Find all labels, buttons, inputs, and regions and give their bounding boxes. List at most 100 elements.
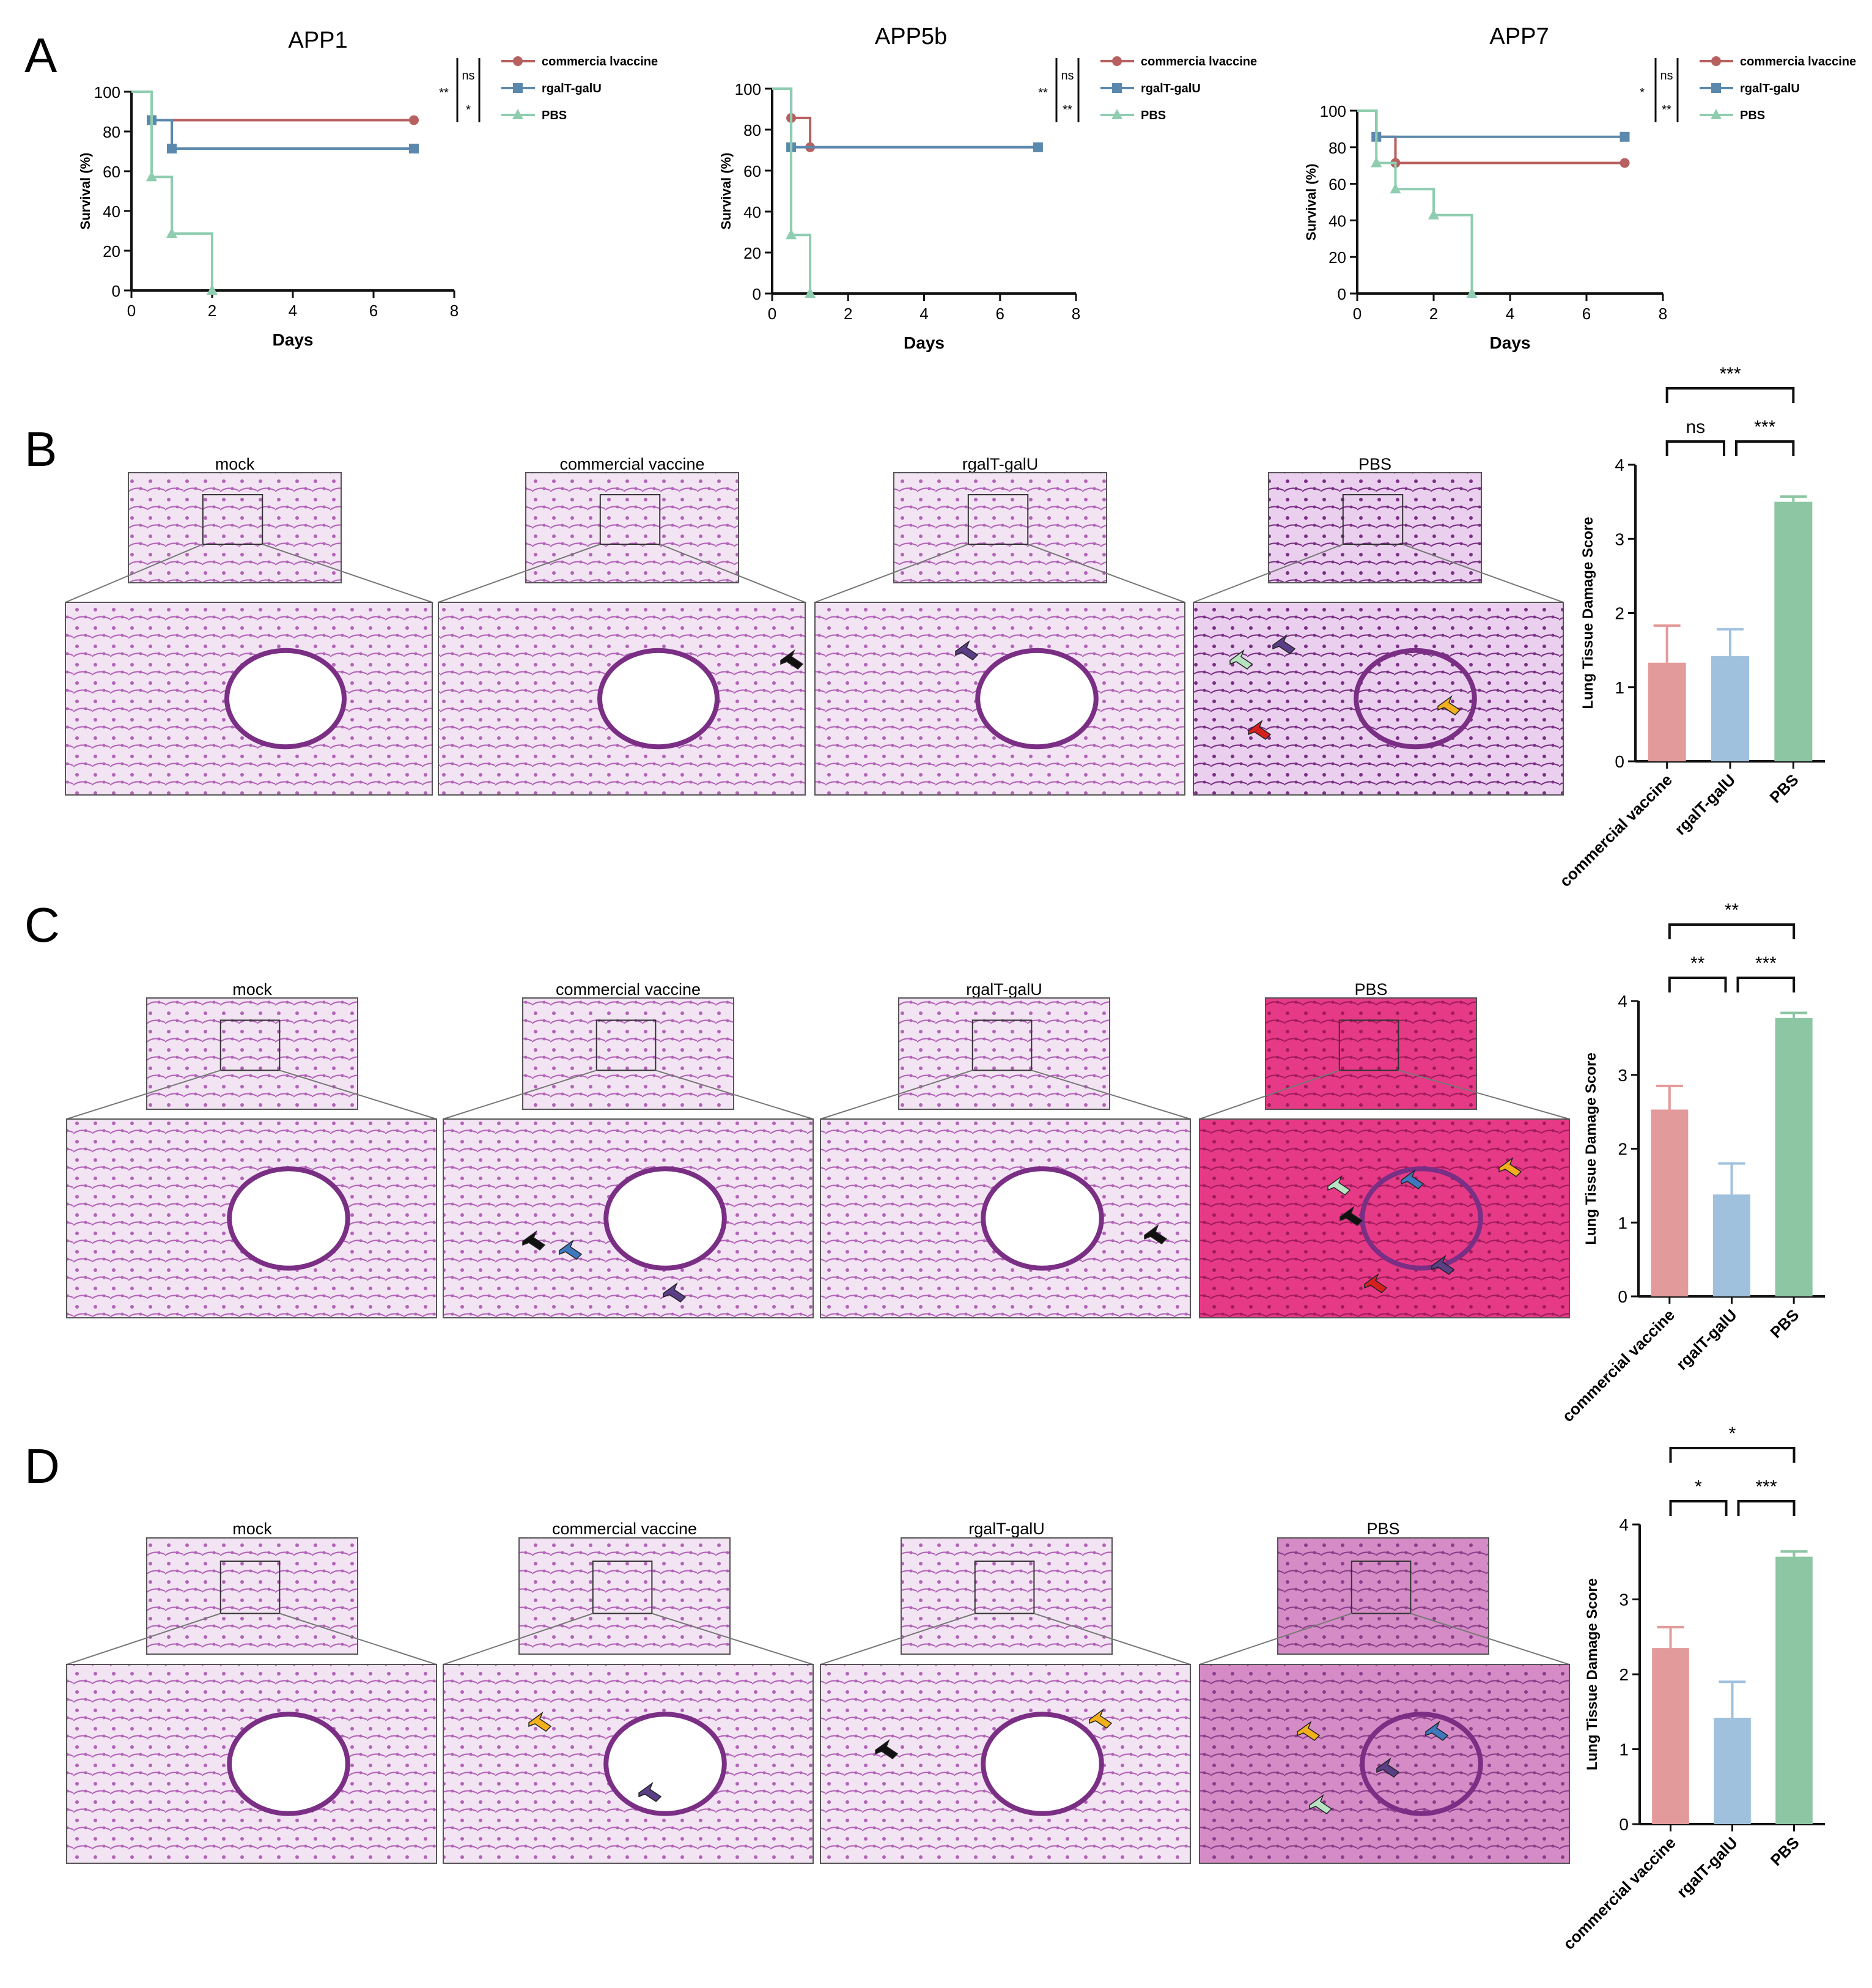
y-tick-label: 100 — [735, 80, 761, 98]
panel-label-a: A — [24, 28, 57, 83]
y-tick-label: 0 — [753, 285, 761, 303]
lesion-arrow — [1089, 1708, 1113, 1729]
legend-label: rgalT-galU — [542, 82, 602, 95]
y-axis-label: Lung Tissue Damage Score — [1584, 1578, 1601, 1770]
lesion-arrow — [559, 1239, 583, 1260]
x-tick-label: PBS — [1766, 770, 1802, 807]
lesion-arrow — [1327, 1175, 1351, 1195]
zoom-connector — [1199, 1613, 1352, 1665]
histology-title: PBS — [1358, 455, 1391, 473]
zoom-connector — [1031, 1070, 1191, 1120]
lesion-arrow — [638, 1781, 662, 1802]
series-line-3 — [131, 91, 213, 290]
comparison-bracket — [1665, 440, 1725, 456]
histology-b-1: mock — [65, 455, 433, 796]
histology-title: PBS — [1366, 1520, 1399, 1538]
comparison-bracket — [1736, 977, 1796, 992]
series-line-2 — [772, 87, 1038, 149]
data-point — [409, 115, 419, 125]
overview-micrograph — [128, 472, 342, 583]
legend-label: rgalT-galU — [1141, 82, 1201, 95]
airway-lumen — [981, 1712, 1104, 1816]
zoom-connector — [820, 1613, 976, 1665]
zoom-connector — [655, 1070, 814, 1120]
series-line-3 — [772, 87, 812, 294]
data-point — [167, 143, 177, 153]
x-tick-label: 6 — [1582, 305, 1591, 323]
y-tick-label: 0 — [1615, 752, 1624, 771]
comparison-bracket — [1669, 1500, 1728, 1516]
lesion-arrow — [1431, 1254, 1455, 1275]
x-tick-label: rgalT-galU — [1671, 770, 1739, 838]
sig-label: * — [466, 103, 471, 117]
sig-label: ns — [1061, 69, 1074, 83]
y-tick-label: 100 — [94, 83, 120, 102]
x-tick-label: commercial vaccine — [1560, 1833, 1679, 1953]
comparison-label: ** — [1725, 900, 1739, 920]
overview-micrograph — [522, 997, 734, 1110]
survival-chart-3: APP7 0 20 40 60 80 100 0 2 4 6 8 Days Survival (%) * ns… — [1303, 24, 1856, 352]
histology-title: commercial vaccine — [556, 980, 701, 999]
x-axis-label: Days — [273, 330, 314, 349]
x-tick-label: 0 — [1353, 305, 1362, 323]
y-tick-label: 2 — [1618, 1140, 1627, 1159]
lesion-arrow — [1437, 695, 1461, 715]
histology-title: commercial vaccine — [559, 455, 704, 473]
histology-d-1: mock — [66, 1520, 437, 1864]
histology-row-c: mock commercial vaccine rgalT-galU PBS — [66, 980, 1570, 1318]
y-tick-label: 40 — [103, 202, 120, 221]
panel-label-b: B — [24, 422, 57, 476]
x-tick-label: rgalT-galU — [1673, 1833, 1741, 1901]
comparison-bracket — [1668, 977, 1727, 992]
overview-micrograph — [146, 997, 358, 1110]
y-tick-label: 60 — [103, 163, 120, 181]
legend-label: commercia lvaccine — [1141, 55, 1257, 68]
panel-label-c: C — [24, 898, 60, 952]
legend-marker — [1111, 109, 1122, 119]
y-tick-label: 1 — [1615, 678, 1624, 697]
lesion-arrow — [522, 1230, 546, 1251]
survival-chart-2: APP5b 0 20 40 60 80 100 0 2 4 6 8 Days Survival (%) **… — [718, 24, 1257, 352]
legend-marker — [1112, 56, 1122, 66]
zoom-connector — [1410, 1613, 1570, 1665]
histology-c-1: mock — [66, 980, 437, 1318]
lesion-arrow — [528, 1711, 552, 1732]
zoom-connector — [279, 1613, 437, 1665]
lesion-arrow — [1272, 634, 1296, 654]
zoom-box — [202, 494, 263, 545]
y-axis-label: Survival (%) — [718, 153, 734, 230]
zoomed-micrograph — [443, 1118, 814, 1318]
lesion-arrow — [1364, 1273, 1388, 1293]
y-axis-label: Survival (%) — [1303, 164, 1319, 241]
y-tick-label: 4 — [1619, 1515, 1629, 1534]
legend-marker — [1711, 83, 1721, 93]
x-tick-label: PBS — [1766, 1306, 1802, 1342]
x-tick-label: 6 — [369, 301, 378, 320]
histology-title: rgalT-galU — [962, 455, 1039, 473]
airway-lumen — [1360, 1712, 1483, 1816]
lesion-arrow — [1425, 1720, 1449, 1741]
lesion-arrow — [875, 1739, 899, 1759]
airway-lumen — [1354, 648, 1477, 750]
zoom-connector — [1398, 1070, 1570, 1120]
zoom-connector — [443, 1613, 594, 1665]
series-line-2 — [1357, 109, 1625, 138]
x-tick-label: PBS — [1767, 1833, 1803, 1869]
histology-b-2: commercial vaccine — [438, 455, 806, 796]
airway-lumen — [1360, 1166, 1483, 1271]
x-tick-label: 6 — [996, 305, 1004, 323]
series-line-1 — [772, 87, 1038, 149]
zoomed-micrograph — [1193, 602, 1564, 796]
y-tick-label: 2 — [1615, 604, 1624, 623]
zoom-connector — [1027, 544, 1185, 603]
comparison-bracket — [1737, 1500, 1796, 1516]
bar-2 — [1711, 656, 1749, 761]
zoom-box — [967, 494, 1029, 545]
y-axis-label: Survival (%) — [78, 153, 93, 230]
y-tick-label: 60 — [1328, 176, 1346, 194]
histology-c-2: commercial vaccine — [443, 980, 814, 1318]
airway-lumen — [227, 1166, 350, 1271]
y-tick-label: 4 — [1615, 456, 1624, 475]
comparison-label: * — [1695, 1477, 1702, 1497]
